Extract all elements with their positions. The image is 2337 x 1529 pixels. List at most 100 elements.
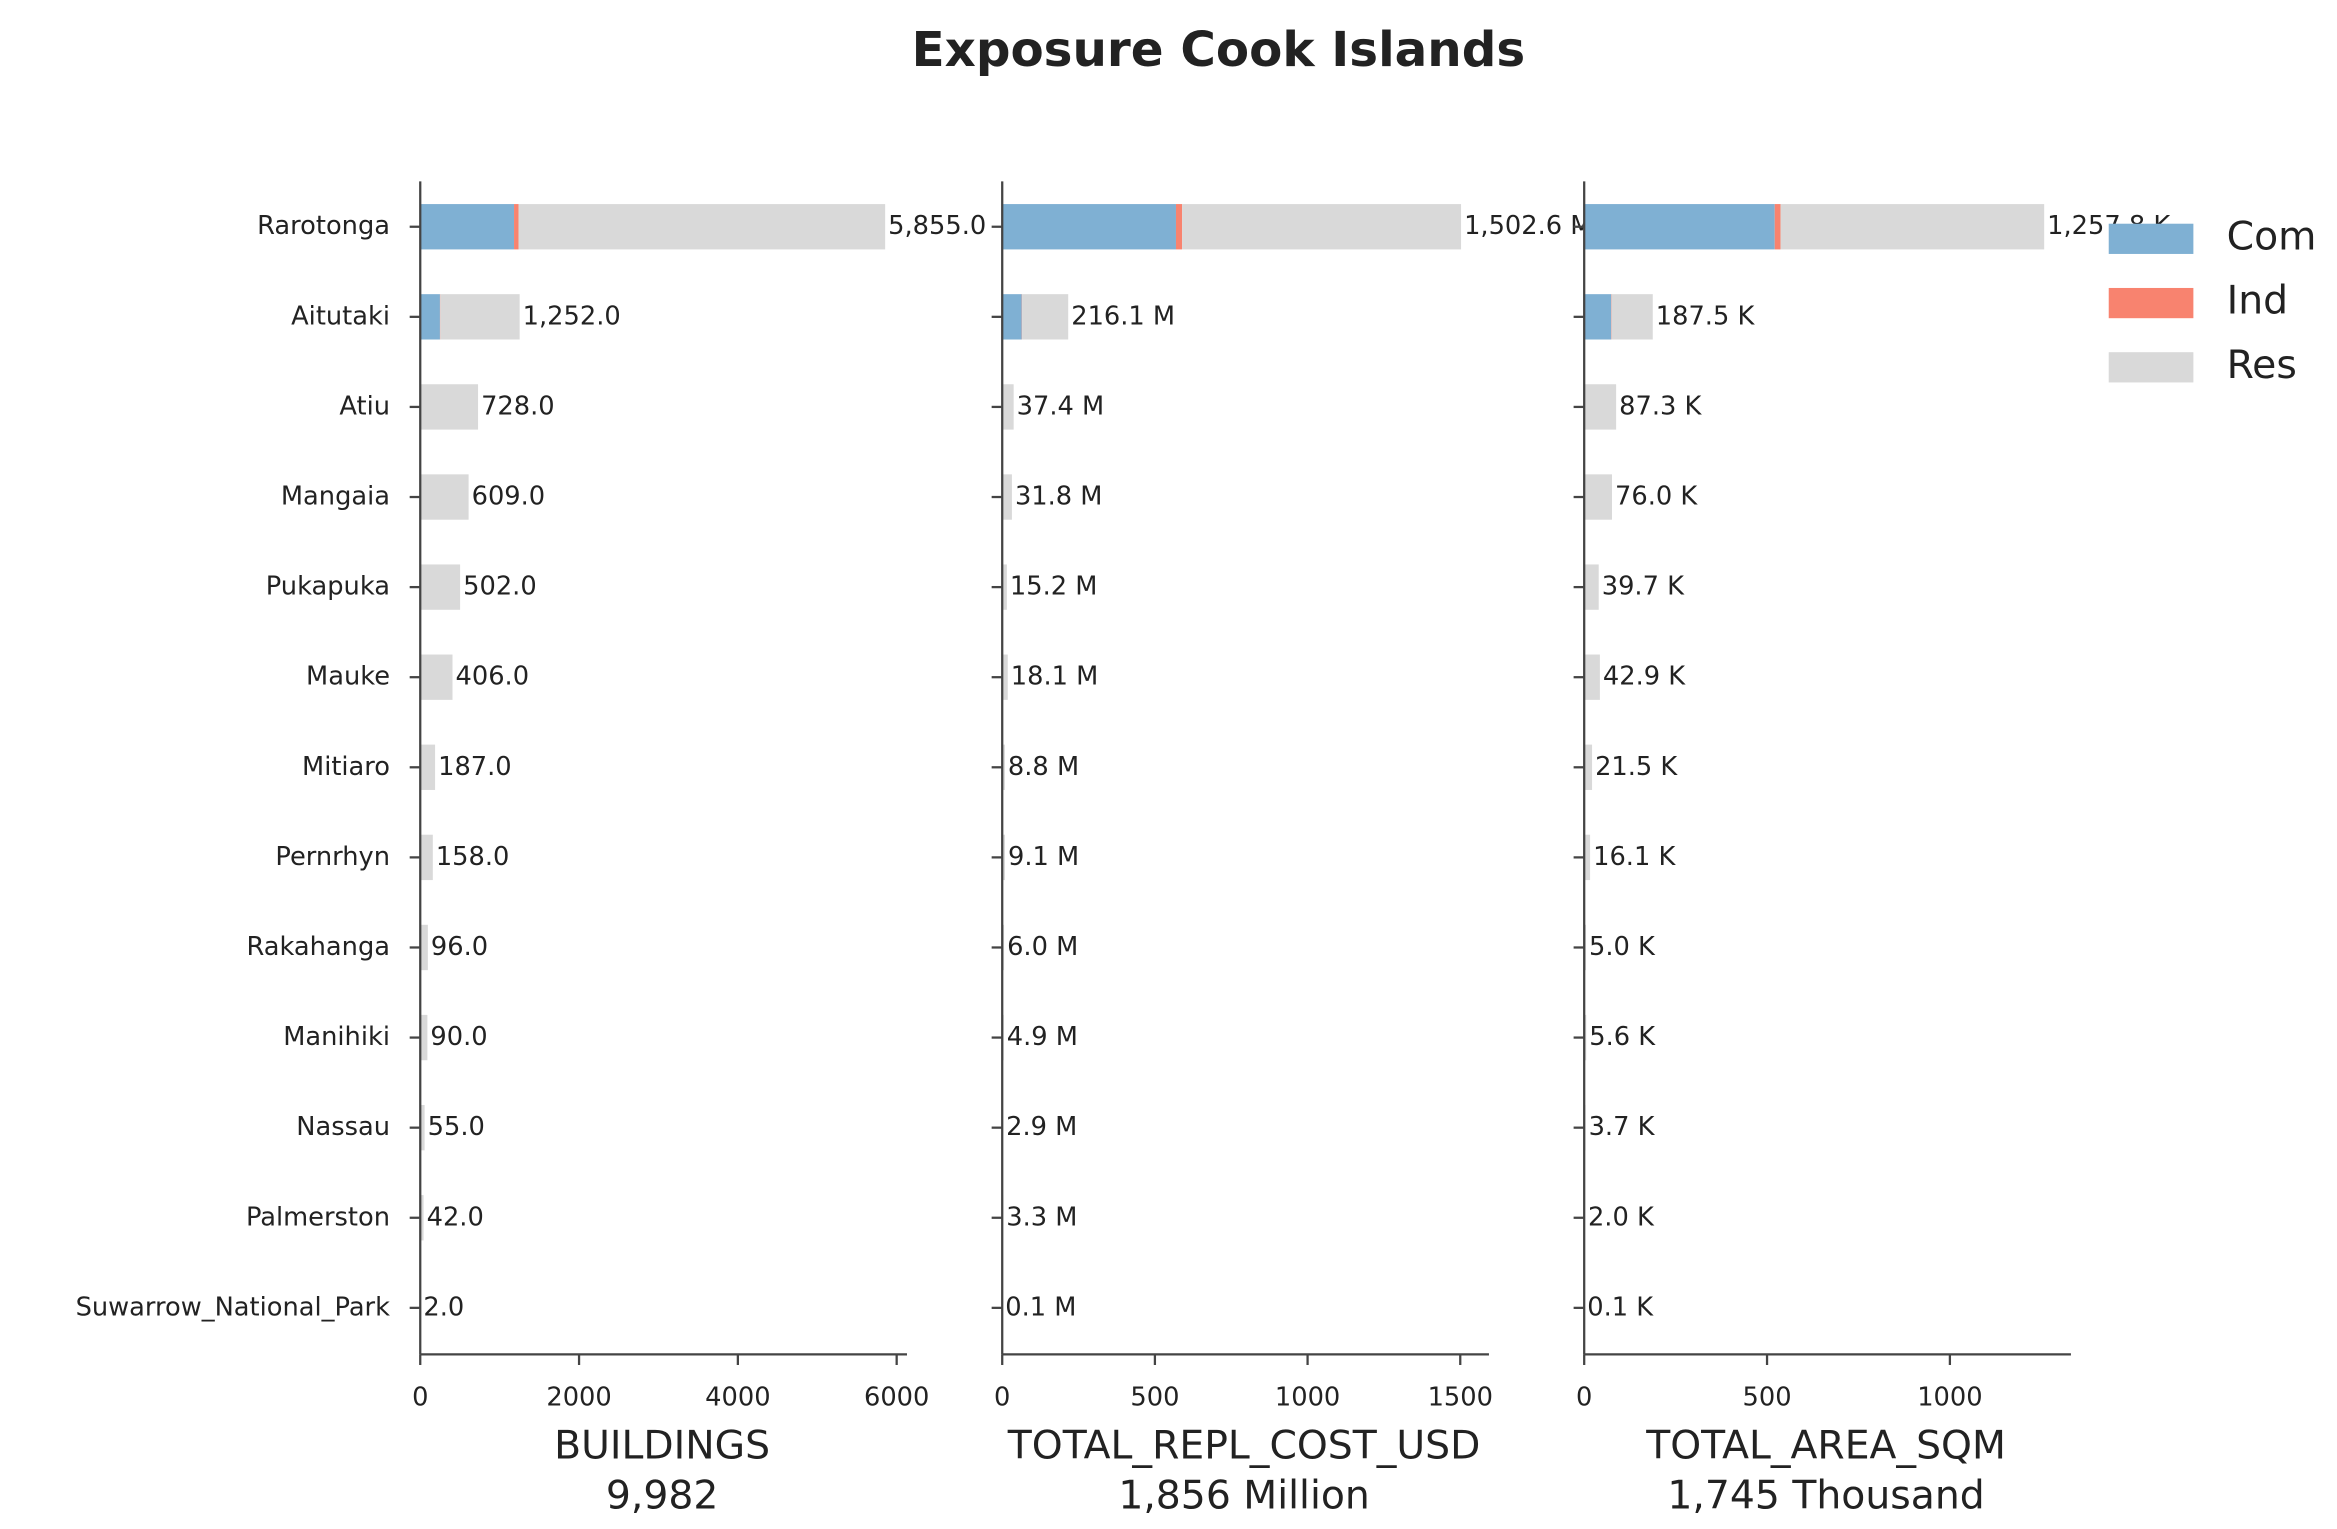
value-label: 39.7 K <box>1602 572 1685 602</box>
category-label: Manihiki <box>283 1022 390 1052</box>
bar-segment <box>1774 204 1781 250</box>
value-label: 0.1 M <box>1005 1292 1076 1322</box>
bar-segment <box>420 384 479 430</box>
value-label: 1,252.0 <box>523 301 621 331</box>
value-label: 0.1 K <box>1587 1292 1654 1322</box>
legend-swatch <box>2108 223 2194 254</box>
bar-segment <box>420 564 461 610</box>
bar-segment <box>1002 744 1005 790</box>
value-label: 187.5 K <box>1656 301 1756 331</box>
x-tick-label: 500 <box>1130 1383 1179 1413</box>
legend-swatch <box>2108 352 2194 383</box>
value-label: 609.0 <box>472 482 546 512</box>
bar-segment <box>1584 744 1593 790</box>
value-label: 9.1 M <box>1008 842 1079 872</box>
category-label: Atiu <box>339 391 390 421</box>
category-label: Palmerston <box>246 1202 390 1232</box>
bar-segment <box>1002 294 1022 340</box>
value-label: 2.0 <box>423 1292 464 1322</box>
value-label: 15.2 M <box>1010 572 1098 602</box>
legend-label: Res <box>2227 343 2297 388</box>
bar-segment <box>1002 384 1014 430</box>
category-label: Mangaia <box>281 482 390 512</box>
legend-label: Ind <box>2227 279 2288 324</box>
bar-segment <box>1182 204 1462 250</box>
bar-segment <box>420 654 453 700</box>
value-label: 2.0 K <box>1588 1202 1655 1232</box>
x-tick-label: 0 <box>994 1383 1010 1413</box>
value-label: 18.1 M <box>1011 662 1099 692</box>
category-label: Pernrhyn <box>275 842 390 872</box>
x-tick-label: 1000 <box>1917 1383 1982 1413</box>
bar-segment <box>1002 564 1007 610</box>
category-label: Aitutaki <box>291 301 390 331</box>
axes-background <box>1584 173 2071 1359</box>
value-label: 55.0 <box>428 1112 485 1142</box>
category-label: Pukapuka <box>266 572 390 602</box>
value-label: 6.0 M <box>1007 932 1078 962</box>
legend-label: Com <box>2227 214 2317 259</box>
bar-segment <box>518 204 886 250</box>
value-label: 90.0 <box>430 1022 487 1052</box>
bar-segment <box>1584 654 1600 700</box>
value-label: 3.7 K <box>1589 1112 1656 1142</box>
x-tick-label: 0 <box>1576 1383 1592 1413</box>
bar-segment <box>420 1195 424 1241</box>
bar-segment <box>514 204 519 250</box>
value-label: 158.0 <box>436 842 510 872</box>
x-axis-total: 1,745 Thousand <box>1667 1474 1984 1519</box>
bar-segment <box>1584 834 1591 881</box>
value-label: 406.0 <box>456 662 530 692</box>
bar-segment <box>1584 564 1599 610</box>
x-tick-label: 4000 <box>705 1383 770 1413</box>
value-label: 5.0 K <box>1589 932 1656 962</box>
value-label: 2.9 M <box>1006 1112 1077 1142</box>
bar-segment <box>420 294 440 340</box>
value-label: 5,855.0 <box>888 211 986 241</box>
bar-segment <box>1002 654 1008 700</box>
value-label: 42.9 K <box>1603 662 1686 692</box>
category-label: Rakahanga <box>246 932 390 962</box>
axes-background <box>420 173 907 1359</box>
x-tick-label: 2000 <box>546 1383 611 1413</box>
value-label: 37.4 M <box>1017 391 1105 421</box>
bar-segment <box>1584 294 1612 340</box>
bar-segment <box>420 834 433 881</box>
category-label: Mauke <box>306 662 390 692</box>
value-label: 16.1 K <box>1593 842 1676 872</box>
bar-segment <box>440 294 520 340</box>
bar-segment <box>1584 474 1612 520</box>
bar-segment <box>1780 204 2045 250</box>
value-label: 8.8 M <box>1008 752 1079 782</box>
x-tick-label: 500 <box>1743 1383 1792 1413</box>
x-axis-label: TOTAL_REPL_COST_USD <box>1007 1424 1481 1469</box>
x-axis-label: TOTAL_AREA_SQM <box>1645 1424 2006 1469</box>
category-label: Suwarrow_National_Park <box>76 1292 391 1322</box>
bar-segment <box>1002 474 1012 520</box>
value-label: 3.3 M <box>1006 1202 1077 1232</box>
value-label: 5.6 K <box>1589 1022 1656 1052</box>
value-label: 87.3 K <box>1619 391 1702 421</box>
x-tick-label: 1000 <box>1275 1383 1340 1413</box>
value-label: 96.0 <box>431 932 488 962</box>
value-label: 42.0 <box>427 1202 484 1232</box>
bar-segment <box>1022 294 1069 340</box>
bar-segment <box>420 1104 425 1151</box>
category-label: Rarotonga <box>257 211 390 241</box>
value-label: 216.1 M <box>1071 301 1175 331</box>
bar-segment <box>1175 204 1183 250</box>
axes-background <box>1002 173 1489 1359</box>
value-label: 31.8 M <box>1015 482 1103 512</box>
x-tick-label: 6000 <box>864 1383 929 1413</box>
chart-title: Exposure Cook Islands <box>912 22 1526 78</box>
bar-segment <box>420 204 515 250</box>
bar-segment <box>1002 834 1006 881</box>
bar-segment <box>420 744 436 790</box>
bar-segment <box>1584 204 1775 250</box>
legend-swatch <box>2108 287 2194 319</box>
bar-segment <box>1002 204 1176 250</box>
value-label: 76.0 K <box>1615 482 1698 512</box>
x-axis-label: BUILDINGS <box>554 1424 770 1469</box>
